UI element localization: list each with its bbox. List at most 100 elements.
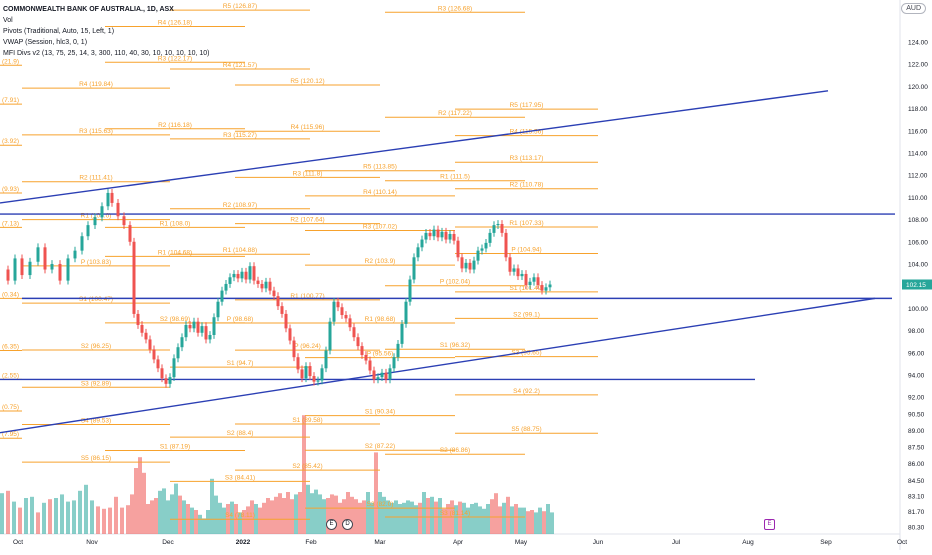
time-axis: Oct Nov Dec 2022 Feb Mar Apr May Jun Jul Aug Sep Oct bbox=[13, 539, 907, 546]
volume-bar bbox=[402, 502, 406, 534]
volume-bar bbox=[174, 483, 178, 534]
candle-body bbox=[436, 229, 440, 238]
candle-body bbox=[152, 349, 156, 360]
time-tick-label: Apr bbox=[453, 539, 464, 546]
candle-body bbox=[6, 269, 10, 281]
volume-bar bbox=[510, 506, 514, 534]
currency-badge[interactable]: AUD bbox=[901, 3, 926, 14]
candle-body bbox=[36, 247, 40, 262]
pivot-label: S2 (85.42) bbox=[292, 463, 322, 470]
last-price-label: 102.15 bbox=[906, 282, 926, 289]
pivot-label: R1 (107.33) bbox=[509, 220, 543, 227]
volume-bar bbox=[142, 472, 146, 534]
candle-body bbox=[93, 217, 97, 226]
candle-body bbox=[80, 236, 84, 251]
time-tick-label: Sep bbox=[820, 539, 832, 546]
candle-body bbox=[268, 281, 272, 291]
candle-body bbox=[188, 325, 192, 329]
price-tick-label: 90.50 bbox=[908, 411, 925, 418]
candle-body bbox=[208, 334, 212, 340]
price-tick-label: 110.00 bbox=[908, 195, 928, 202]
price-tick-label: 96.00 bbox=[908, 350, 925, 357]
volume-bar bbox=[310, 493, 314, 534]
candle-body bbox=[468, 262, 472, 270]
candle-body bbox=[122, 216, 126, 226]
volume-bar bbox=[534, 512, 538, 534]
volume-bar bbox=[366, 492, 370, 534]
volume-bar bbox=[498, 506, 502, 534]
candle-body bbox=[50, 263, 54, 270]
pivot-label: P (104.94) bbox=[511, 247, 541, 254]
candle-body bbox=[492, 225, 496, 233]
volume-bar bbox=[318, 494, 322, 534]
pivot-label: (3.92) bbox=[2, 138, 19, 145]
candle-body bbox=[440, 231, 444, 238]
pivot-label: S3 (81.14) bbox=[440, 510, 470, 517]
candle-body bbox=[164, 378, 168, 384]
candle-body bbox=[392, 357, 396, 369]
candle-body bbox=[320, 368, 324, 381]
volume-bar bbox=[410, 501, 414, 534]
candle-body bbox=[110, 192, 114, 203]
candle-body bbox=[512, 268, 516, 272]
pivot-label: S4 (89.53) bbox=[81, 418, 111, 425]
candle-body bbox=[284, 313, 288, 329]
pivot-label: S1 (96.32) bbox=[440, 342, 470, 349]
volume-bar bbox=[418, 502, 422, 534]
price-tick-label: 87.50 bbox=[908, 445, 925, 452]
price-tick-label: 81.70 bbox=[908, 509, 925, 516]
volume-bar bbox=[6, 490, 10, 534]
candle-body bbox=[484, 242, 488, 249]
candle-body bbox=[100, 206, 104, 218]
candle-body bbox=[232, 273, 236, 278]
candle-body bbox=[432, 229, 436, 237]
volume-bar bbox=[426, 498, 430, 534]
candle-body bbox=[412, 257, 416, 280]
candle-body bbox=[212, 317, 216, 335]
volume-bar bbox=[434, 501, 438, 534]
volume-bar bbox=[526, 511, 530, 534]
volume-bar bbox=[338, 502, 342, 534]
candle-body bbox=[304, 366, 308, 379]
candle-body bbox=[276, 296, 280, 307]
candle-body bbox=[300, 369, 304, 379]
candle-body bbox=[13, 258, 17, 281]
candle-body bbox=[128, 225, 132, 242]
volume-bar bbox=[302, 415, 306, 534]
legend-pivots[interactable]: Pivots (Traditional, Auto, 15, Left, 1) bbox=[3, 28, 115, 35]
candle-body bbox=[420, 239, 424, 248]
volume-bar bbox=[258, 507, 262, 534]
pivot-label: R5 (113.85) bbox=[363, 164, 397, 171]
future-earnings-marker[interactable]: E bbox=[764, 519, 775, 530]
volume-bar bbox=[230, 501, 234, 534]
legend-volume[interactable]: Vol bbox=[3, 17, 13, 24]
dividend-marker[interactable]: D bbox=[342, 519, 353, 530]
symbol-title[interactable]: COMMONWEALTH BANK OF AUSTRALIA., 1D, ASX bbox=[3, 6, 174, 13]
candle-body bbox=[136, 313, 140, 326]
pivot-label: R2 (116.18) bbox=[158, 122, 192, 129]
candle-body bbox=[66, 258, 70, 281]
candle-body bbox=[464, 262, 468, 269]
candle-body bbox=[260, 283, 264, 289]
volume-bar bbox=[194, 510, 198, 534]
pivot-label: S5 (88.75) bbox=[511, 426, 541, 433]
price-tick-label: 122.00 bbox=[908, 62, 928, 69]
legend-vwap[interactable]: VWAP (Session, hlc3, 0, 1) bbox=[3, 39, 88, 46]
price-tick-label: 112.00 bbox=[908, 173, 928, 180]
pivot-label: S1 (90.34) bbox=[365, 409, 395, 416]
volume-bar bbox=[66, 501, 70, 534]
price-tick-label: 89.00 bbox=[908, 428, 925, 435]
candle-body bbox=[264, 281, 268, 289]
pivot-label: R2 (117.22) bbox=[438, 110, 472, 117]
pivot-label: R4 (115.96) bbox=[291, 124, 325, 131]
candles-layer bbox=[6, 189, 552, 388]
time-tick-label: 2022 bbox=[236, 539, 251, 546]
candle-body bbox=[376, 377, 380, 380]
pivot-label: P (95.56) bbox=[367, 351, 394, 358]
legend-mfi-divs[interactable]: MFI Divs v2 (13, 75, 25, 14, 3, 300, 110… bbox=[3, 50, 210, 57]
volume-bar bbox=[346, 492, 350, 534]
earnings-marker[interactable]: E bbox=[326, 519, 337, 530]
volume-bar bbox=[290, 499, 294, 534]
